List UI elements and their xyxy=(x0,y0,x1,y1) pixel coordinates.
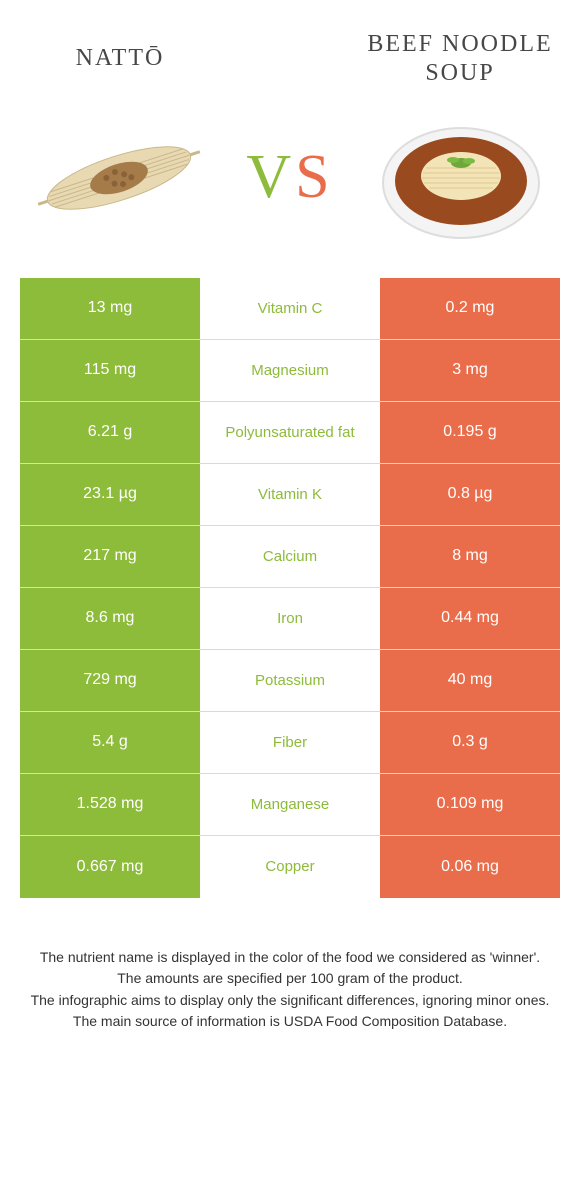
value-left: 5.4 g xyxy=(20,712,200,773)
nutrient-label: Polyunsaturated fat xyxy=(200,402,380,463)
value-right: 3 mg xyxy=(380,340,560,401)
vs-label: VS xyxy=(246,142,333,213)
value-right: 0.109 mg xyxy=(380,774,560,835)
value-right: 0.3 g xyxy=(380,712,560,773)
vs-s: S xyxy=(295,143,333,211)
comparison-table: 13 mgVitamin C0.2 mg115 mgMagnesium3 mg6… xyxy=(20,278,560,898)
food-left-image xyxy=(29,108,209,248)
hero-row: VS xyxy=(0,98,580,278)
table-row: 1.528 mgManganese0.109 mg xyxy=(20,774,560,836)
value-left: 13 mg xyxy=(20,278,200,339)
footnotes: The nutrient name is displayed in the co… xyxy=(30,948,550,1032)
nutrient-label: Magnesium xyxy=(200,340,380,401)
nutrient-label: Iron xyxy=(200,588,380,649)
value-left: 729 mg xyxy=(20,650,200,711)
food-left-title: Nattō xyxy=(20,44,220,73)
footnote-line: The main source of information is USDA F… xyxy=(30,1012,550,1032)
value-left: 8.6 mg xyxy=(20,588,200,649)
value-right: 0.44 mg xyxy=(380,588,560,649)
table-row: 6.21 gPolyunsaturated fat0.195 g xyxy=(20,402,560,464)
nutrient-label: Manganese xyxy=(200,774,380,835)
food-right-title: Beef noodle soup xyxy=(360,30,560,88)
header-left: Nattō xyxy=(20,44,220,73)
table-row: 729 mgPotassium40 mg xyxy=(20,650,560,712)
nutrient-label: Vitamin C xyxy=(200,278,380,339)
value-left: 23.1 µg xyxy=(20,464,200,525)
vs-v: V xyxy=(246,143,295,211)
value-right: 0.195 g xyxy=(380,402,560,463)
value-left: 6.21 g xyxy=(20,402,200,463)
value-right: 0.06 mg xyxy=(380,836,560,898)
value-right: 0.2 mg xyxy=(380,278,560,339)
nutrient-label: Copper xyxy=(200,836,380,898)
value-right: 40 mg xyxy=(380,650,560,711)
nutrient-label: Fiber xyxy=(200,712,380,773)
value-right: 0.8 µg xyxy=(380,464,560,525)
table-row: 8.6 mgIron0.44 mg xyxy=(20,588,560,650)
table-row: 0.667 mgCopper0.06 mg xyxy=(20,836,560,898)
table-row: 23.1 µgVitamin K0.8 µg xyxy=(20,464,560,526)
value-left: 1.528 mg xyxy=(20,774,200,835)
value-right: 8 mg xyxy=(380,526,560,587)
header: Nattō Beef noodle soup xyxy=(0,0,580,98)
food-right-image xyxy=(371,108,551,248)
table-row: 217 mgCalcium8 mg xyxy=(20,526,560,588)
value-left: 0.667 mg xyxy=(20,836,200,898)
value-left: 217 mg xyxy=(20,526,200,587)
footnote-line: The infographic aims to display only the… xyxy=(30,991,550,1011)
table-row: 115 mgMagnesium3 mg xyxy=(20,340,560,402)
nutrient-label: Potassium xyxy=(200,650,380,711)
footnote-line: The nutrient name is displayed in the co… xyxy=(30,948,550,968)
table-row: 5.4 gFiber0.3 g xyxy=(20,712,560,774)
footnote-line: The amounts are specified per 100 gram o… xyxy=(30,969,550,989)
table-row: 13 mgVitamin C0.2 mg xyxy=(20,278,560,340)
value-left: 115 mg xyxy=(20,340,200,401)
header-right: Beef noodle soup xyxy=(360,30,560,88)
nutrient-label: Calcium xyxy=(200,526,380,587)
nutrient-label: Vitamin K xyxy=(200,464,380,525)
